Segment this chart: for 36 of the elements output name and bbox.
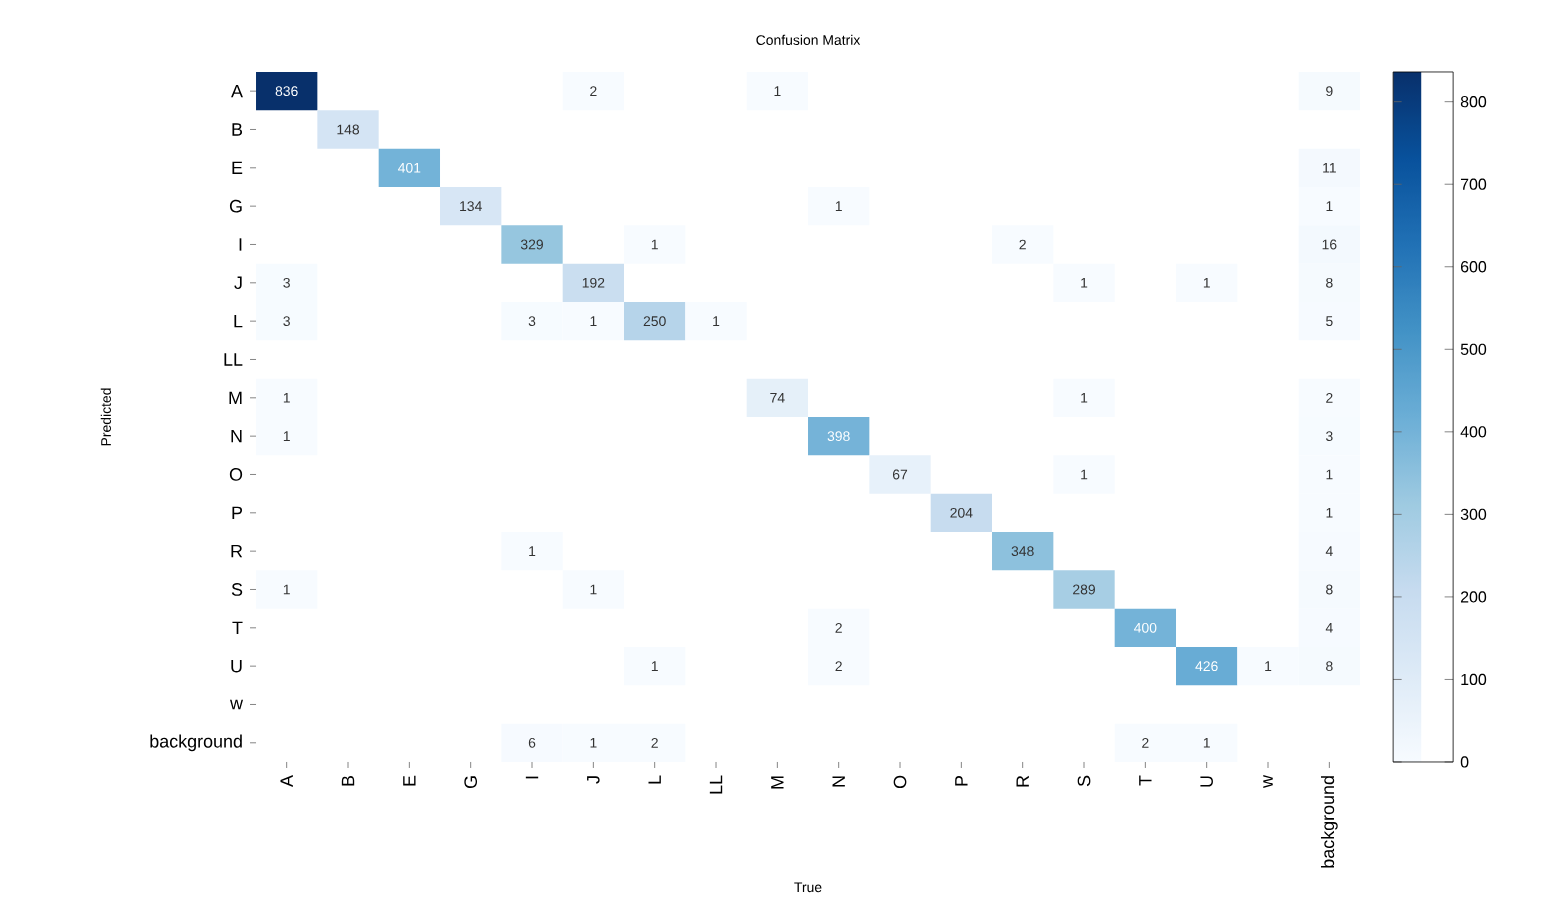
y-tick-label: U	[231, 659, 242, 673]
x-tick-label: I	[525, 776, 539, 779]
x-tick-label: background	[1320, 776, 1338, 868]
y-tick-label: S	[231, 583, 243, 596]
x-tick-label: N	[832, 776, 845, 787]
x-tick-label: R	[1016, 775, 1029, 787]
y-tick-label: L	[234, 314, 243, 328]
x-tick-label: E	[403, 775, 416, 786]
x-tick-label: A	[280, 775, 293, 787]
y-tick-label: R	[231, 544, 243, 558]
x-tick-label: J	[587, 776, 600, 784]
y-tick-label: N	[231, 429, 242, 443]
y-tick-label: LL	[224, 353, 243, 366]
y-tick-label: w	[230, 699, 244, 710]
x-tick-label: O	[893, 775, 907, 789]
y-tick-label: O	[229, 468, 243, 481]
x-tick-label: G	[464, 776, 478, 789]
x-tick-label: L	[648, 775, 661, 784]
y-tick-label: B	[232, 123, 243, 136]
y-tick-label: M	[229, 391, 242, 404]
x-tick-label: T	[1139, 775, 1152, 786]
y-tick-label: P	[232, 506, 243, 519]
x-tick-label: P	[955, 775, 968, 786]
y-tick-label: E	[232, 161, 243, 174]
x-tick-label: LL	[709, 775, 723, 794]
y-tick-label: I	[239, 238, 242, 251]
x-tick-label: B	[341, 775, 355, 786]
x-tick-label: S	[1077, 775, 1091, 787]
y-tick-label: background	[150, 734, 242, 752]
y-tick-label: A	[231, 84, 243, 98]
x-tick-label: M	[771, 776, 784, 789]
y-tick-label: J	[234, 276, 242, 290]
x-tick-label: U	[1200, 776, 1213, 787]
y-tick-label: T	[232, 621, 243, 634]
y-tick-label: G	[229, 199, 242, 213]
x-tick-label: w	[1263, 774, 1273, 788]
